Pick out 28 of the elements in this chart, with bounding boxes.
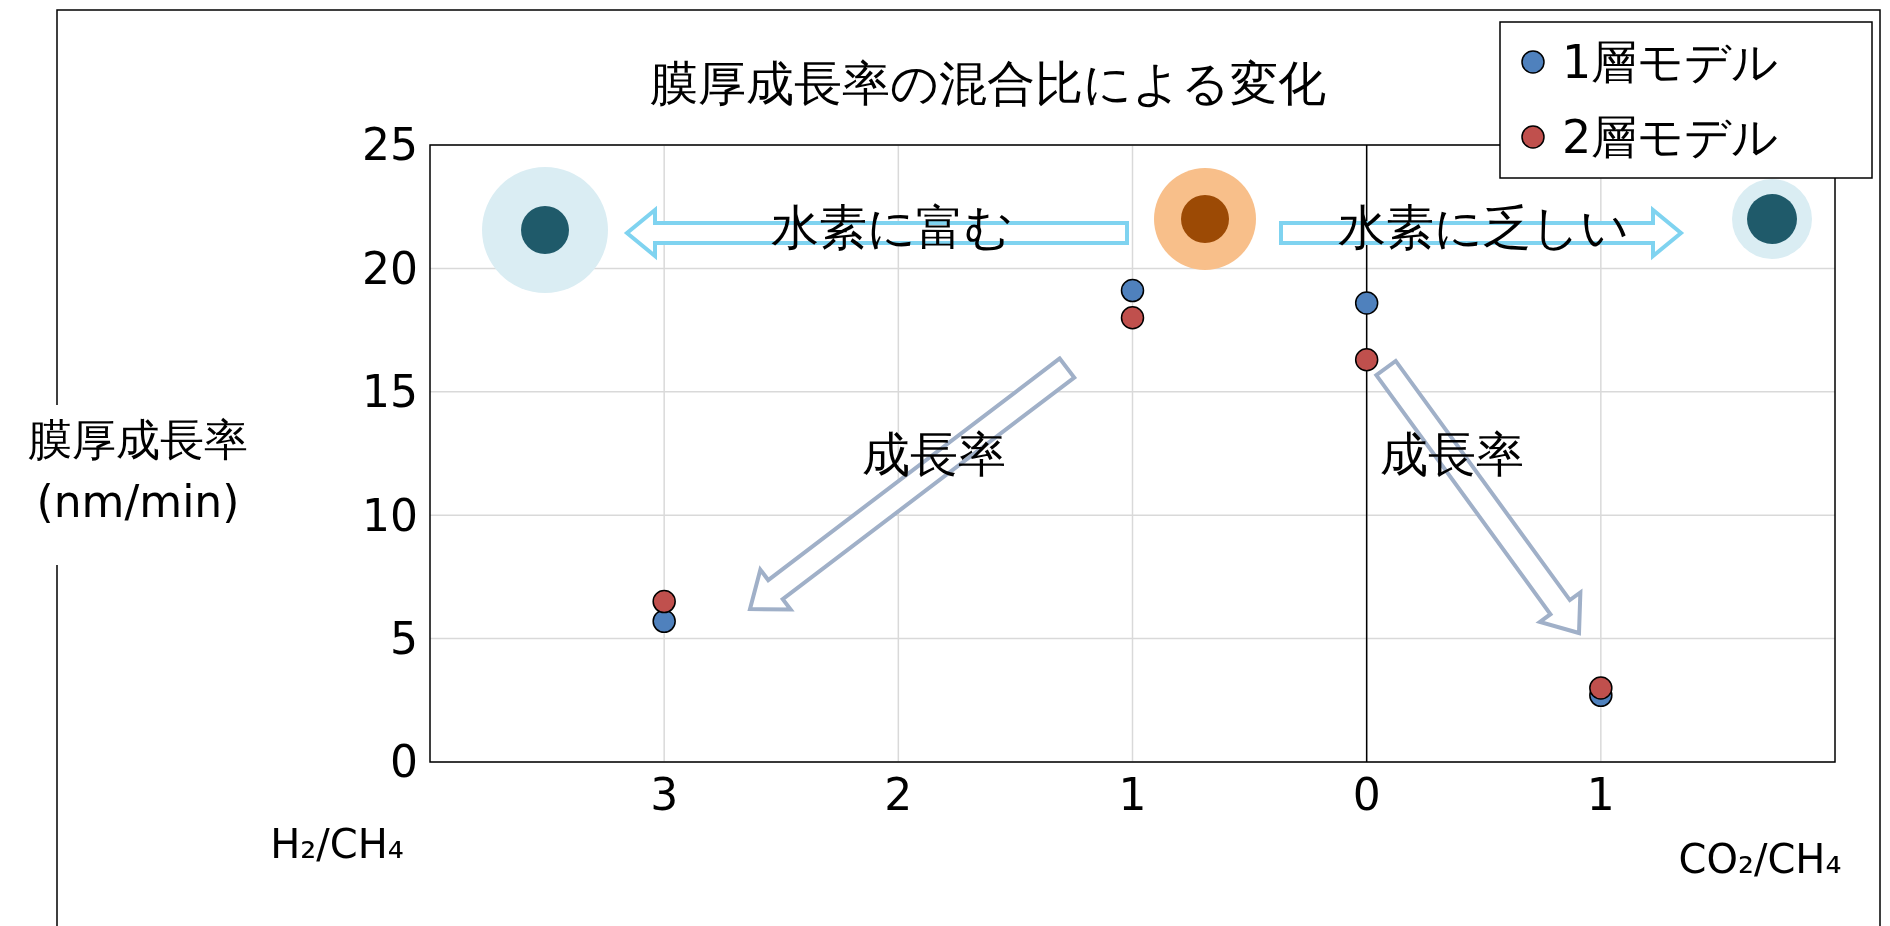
y-axis-title: 膜厚成長率 (nm/min) <box>28 414 248 527</box>
y-tick-label: 15 <box>362 366 418 418</box>
y-tick-label: 0 <box>390 736 418 788</box>
annotation: 水素に富む <box>771 199 1013 255</box>
point <box>1354 291 1379 315</box>
x-tick-label: 2 <box>884 769 913 820</box>
point <box>1120 306 1145 330</box>
x-tick-label: 1 <box>1586 769 1615 820</box>
chart-title: 膜厚成長率の混合比による変化 <box>650 55 1326 111</box>
point <box>1120 278 1145 303</box>
point <box>1354 347 1379 372</box>
x-tick-label: 3 <box>650 769 679 820</box>
point <box>652 589 676 614</box>
x-axis-title: H₂/CH₄ <box>270 821 404 867</box>
point <box>652 609 676 634</box>
legend-label: 1層モデル <box>1562 35 1779 90</box>
y-tick-label: 20 <box>362 242 418 294</box>
point <box>1589 676 1613 700</box>
annotation: 成長率 <box>1380 426 1524 482</box>
y-tick-label: 5 <box>390 613 418 664</box>
x-tick-label: 0 <box>1352 769 1381 820</box>
y-tick-label: 25 <box>362 119 418 171</box>
y-tick-label: 10 <box>362 489 418 541</box>
x-tick-label: 1 <box>1118 769 1147 820</box>
legend-label: 2層モデル <box>1562 110 1779 165</box>
annotation: 成長率 <box>862 426 1006 482</box>
text: CO₂/CH₄ <box>1678 836 1842 882</box>
annotation: 水素に乏しい <box>1337 199 1629 255</box>
